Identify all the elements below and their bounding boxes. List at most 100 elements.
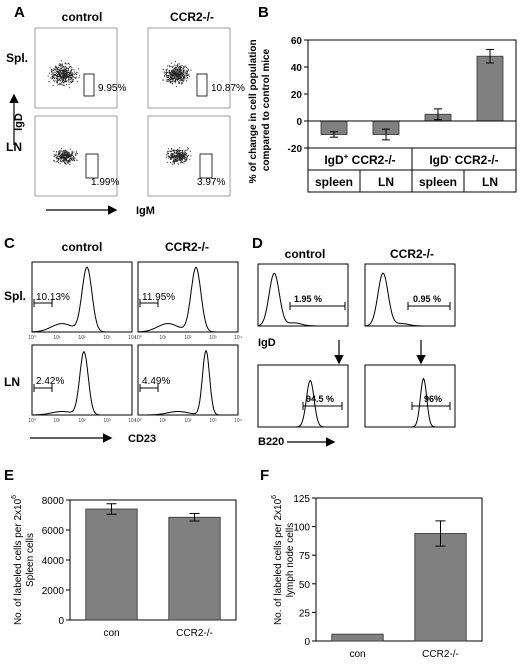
y-label-line2: lymph node cells — [285, 523, 296, 597]
group-label-text: CCR2-/- — [348, 153, 395, 167]
histogram-b220-control: 94.5 % — [257, 364, 349, 428]
scatter-dots — [53, 147, 79, 166]
group-label-text: IgD — [324, 153, 344, 167]
x-tick-label: 10⁰ — [28, 335, 36, 341]
pct-ln-ko: 3.97% — [197, 177, 225, 188]
group-label-sup: - — [449, 152, 452, 161]
y-tick-label: 40 — [291, 63, 303, 74]
panel-e: E No. of labeled cells per 2x106 Spleen c… — [4, 467, 237, 639]
x-tick-label: 10² — [184, 418, 192, 424]
y-tick-label: 0 — [58, 616, 64, 627]
panel-c-col-ko: CCR2-/- — [165, 240, 209, 254]
panel-c-x-axis-label: CD23 — [128, 433, 156, 445]
panel-f: F No. of labeled cells per 2x106 lymph no… — [260, 467, 483, 660]
x-tick-label: con — [103, 628, 119, 639]
x-tick-label: 10¹ — [159, 418, 167, 424]
dot-plot-spl-control: 9.95% — [34, 27, 126, 109]
group-label-igd-minus: IgD- CCR2-/- — [429, 152, 498, 167]
group-label-text: IgD — [429, 153, 449, 167]
x-tick-label: 10⁴ — [128, 335, 136, 341]
panel-label-d: D — [252, 235, 263, 252]
histogram-curve — [32, 351, 132, 416]
category-label: spleen — [315, 175, 353, 189]
dot-plot-spl-ko: 10.87% — [147, 27, 245, 109]
panel-a-col-ko: CCR2-/- — [170, 10, 214, 24]
dot-plot-ln-ko: 3.97% — [147, 115, 231, 197]
bar — [168, 516, 221, 621]
panel-c: C control CCR2-/- Spl. LN 10.13% 10⁰ 10¹ 1… — [4, 235, 242, 445]
histogram-ln-control: 2.42% 10⁰ 10¹ 10² 10³ 10⁴ — [28, 344, 136, 424]
panel-d-col-ko: CCR2-/- — [390, 247, 434, 261]
histogram-curve — [138, 266, 238, 333]
x-tick-label: 10¹ — [53, 335, 61, 341]
y-tick-label: 100 — [293, 523, 310, 534]
pct-spl-control: 9.95% — [98, 83, 126, 94]
x-tick-label: 10² — [78, 335, 86, 341]
y-tick-label: -20 — [288, 144, 303, 155]
pct-c-ln-control: 2.42% — [36, 376, 64, 387]
histogram-ln-ko: 4.49% 10⁰ 10¹ 10² 10³ 10⁴ — [134, 344, 242, 424]
y-tick-label: 25 — [299, 608, 311, 619]
panel-b-chart: -20 0 20 40 60 — [288, 36, 517, 155]
x-tick-label: CCR2-/- — [422, 649, 459, 660]
y-label-line1: No. of labeled cells per 2x10 — [273, 498, 284, 625]
panel-label-c: C — [4, 235, 15, 252]
panel-d-col-control: control — [285, 247, 326, 261]
x-tick-label: 10⁴ — [234, 418, 242, 424]
histogram-curve — [258, 380, 348, 428]
histogram-spl-control: 10.13% 10⁰ 10¹ 10² 10³ 10⁴ — [28, 261, 136, 341]
panel-b-y-label-line2: compared to control mice — [261, 48, 272, 171]
x-tick-label: 10⁰ — [134, 335, 142, 341]
y-tick-label: 8000 — [42, 496, 65, 507]
x-tick-label: 10³ — [209, 418, 217, 424]
x-tick-label: 10⁴ — [234, 335, 242, 341]
dot-plot-ln-control: 1.99% — [34, 115, 119, 197]
panel-a-col-control: control — [62, 10, 103, 24]
panel-c-row-spl: Spl. — [4, 289, 26, 303]
panel-b-category-table: IgD+ CCR2-/- IgD- CCR2-/- spleen LN sple… — [307, 147, 517, 193]
scatter-dots — [47, 60, 81, 89]
panel-c-col-control: control — [62, 240, 103, 254]
x-tick-label: 10³ — [103, 418, 111, 424]
x-tick-label: 10³ — [209, 335, 217, 341]
gate-box — [199, 153, 213, 179]
panel-d: D control CCR2-/- 1.95 % 0.95 % IgD 94.5… — [252, 235, 456, 448]
x-tick-label: 10⁰ — [28, 418, 36, 424]
histogram-igd-ko: 0.95 % — [364, 263, 456, 327]
bar — [414, 533, 467, 642]
scatter-dots — [162, 61, 192, 88]
x-tick-label: 10³ — [103, 335, 111, 341]
histogram-b220-ko: 96% — [364, 364, 456, 428]
histogram-curve — [365, 377, 455, 428]
y-tick-label: 60 — [291, 36, 303, 47]
panel-a: A control CCR2-/- Spl. LN 9.95% 10.87% 1… — [6, 4, 245, 217]
y-tick-label: 75 — [299, 551, 311, 562]
panel-a-row-spl: Spl. — [6, 51, 28, 65]
panel-a-x-axis-label: IgM — [136, 205, 155, 217]
bar — [331, 633, 384, 642]
gate-box — [196, 73, 208, 97]
gate-box — [83, 73, 95, 97]
panel-label-a: A — [14, 4, 25, 21]
y-tick-label: 2000 — [42, 586, 65, 597]
x-tick-label: 10⁰ — [134, 418, 142, 424]
panel-f-y-axis-label: No. of labeled cells per 2x106 lymph node… — [271, 495, 296, 625]
category-label: spleen — [419, 175, 457, 189]
x-tick-label: 10² — [78, 418, 86, 424]
panel-e-chart: 0 2000 4000 6000 8000 con CCR2-/- — [42, 496, 237, 639]
group-label-igd-plus: IgD+ CCR2-/- — [324, 152, 395, 167]
histogram-curve — [364, 272, 455, 327]
category-label: LN — [482, 175, 498, 189]
group-label-sup: + — [344, 152, 349, 161]
pct-d-top-control: 1.95 % — [294, 294, 322, 304]
panel-d-top-axis-label: IgD — [258, 337, 276, 349]
y-label-sup: 6 — [271, 495, 278, 499]
panel-c-row-ln: LN — [4, 375, 20, 389]
group-label-text: CCR2-/- — [451, 153, 498, 167]
gate-box — [85, 153, 99, 179]
panel-b: B % of change in cell population compare… — [248, 4, 517, 193]
panel-b-y-axis-label: % of change in cell population compared … — [248, 37, 272, 184]
y-tick-label: 50 — [299, 580, 311, 591]
y-tick-label: 6000 — [42, 526, 65, 537]
